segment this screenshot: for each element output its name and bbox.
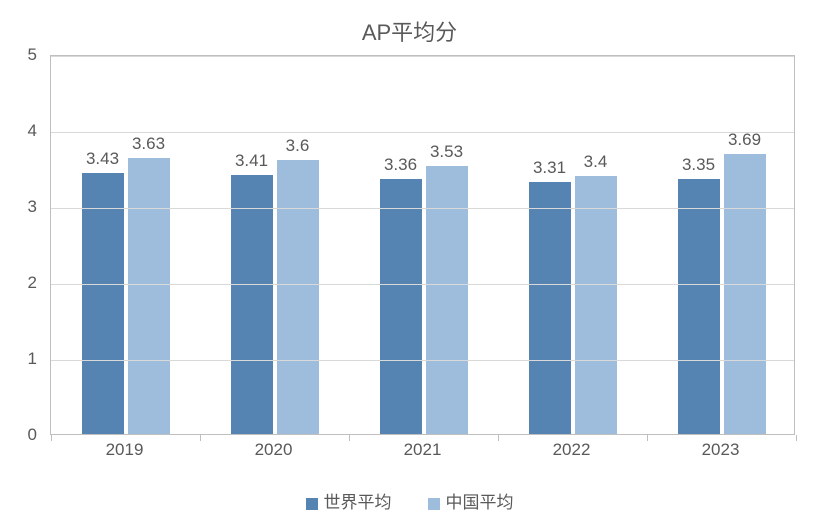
legend-swatch	[428, 498, 440, 510]
bar-value-label: 3.36	[384, 155, 417, 175]
bar-value-label: 3.35	[682, 155, 715, 175]
bar: 3.35	[678, 179, 720, 434]
bar: 3.69	[724, 154, 766, 434]
bar-value-label: 3.6	[286, 136, 310, 156]
legend-item: 世界平均	[306, 488, 392, 513]
x-axis-labels: 2019 2020 2021 2022 2023	[50, 440, 795, 470]
bar: 3.53	[426, 166, 468, 434]
legend-item: 中国平均	[428, 488, 514, 513]
bar-value-label: 3.41	[235, 151, 268, 171]
bar-value-label: 3.43	[86, 149, 119, 169]
bar: 3.4	[575, 176, 617, 434]
gridline	[51, 56, 794, 57]
y-tick-label: 3	[28, 197, 37, 217]
y-tick-label: 1	[28, 349, 37, 369]
legend: 世界平均 中国平均	[0, 488, 819, 513]
y-axis-labels: 012345	[0, 55, 45, 435]
y-tick-label: 2	[28, 273, 37, 293]
plot-area: 3.433.633.413.63.363.533.313.43.353.69	[50, 55, 795, 435]
x-tick-label: 2020	[255, 440, 293, 460]
x-tick-label: 2023	[702, 440, 740, 460]
legend-label: 世界平均	[324, 493, 392, 512]
bars-layer: 3.433.633.413.63.363.533.313.43.353.69	[51, 56, 794, 434]
y-tick-label: 4	[28, 121, 37, 141]
gridline	[51, 284, 794, 285]
gridline	[51, 208, 794, 209]
bar: 3.41	[231, 175, 273, 434]
bar: 3.36	[380, 179, 422, 434]
chart-container: AP平均分 012345 3.433.633.413.63.363.533.31…	[0, 0, 819, 521]
bar-value-label: 3.53	[430, 142, 463, 162]
bar: 3.6	[277, 160, 319, 434]
bar: 3.63	[128, 158, 170, 434]
gridline	[51, 132, 794, 133]
legend-label: 中国平均	[446, 493, 514, 512]
bar-value-label: 3.4	[584, 152, 608, 172]
y-tick-label: 0	[28, 425, 37, 445]
chart-title: AP平均分	[10, 15, 809, 47]
bar-value-label: 3.63	[132, 134, 165, 154]
bar: 3.43	[82, 173, 124, 434]
y-tick-label: 5	[28, 45, 37, 65]
x-tick-label: 2022	[553, 440, 591, 460]
gridline	[51, 360, 794, 361]
bar-value-label: 3.31	[533, 158, 566, 178]
legend-swatch	[306, 498, 318, 510]
x-tick-label: 2021	[404, 440, 442, 460]
bar: 3.31	[529, 182, 571, 434]
x-tick-label: 2019	[106, 440, 144, 460]
